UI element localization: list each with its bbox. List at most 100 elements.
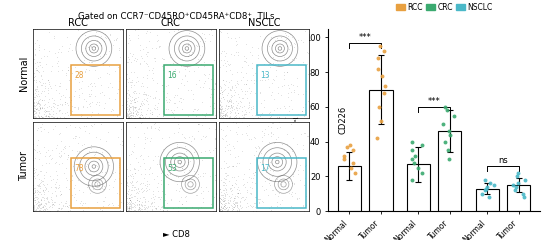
Point [379,49,388,53]
Point [131,194,139,198]
Point [65,108,74,112]
Point [194,107,203,111]
Point [222,172,231,175]
Point [229,54,238,57]
Point [71,192,79,196]
Point [134,207,143,211]
Point [270,108,279,112]
Point [216,103,225,107]
Point [175,145,183,149]
Point [155,162,164,166]
Point [136,43,145,47]
Point [190,150,198,154]
Point [240,108,249,112]
Point [375,105,384,109]
Point [139,188,148,192]
Point [246,78,255,82]
Point [52,61,61,65]
Point [221,104,230,108]
Point [31,52,40,55]
Point [31,61,40,65]
Point [255,198,263,201]
Point [251,145,260,149]
Point [268,174,277,178]
Point [275,191,284,195]
Point [125,114,133,118]
Point [152,89,161,93]
Point [60,145,69,149]
Point [408,157,417,161]
Point [299,92,307,96]
Point [29,114,38,118]
Point [137,113,145,116]
Point [193,193,202,197]
Point [98,186,106,190]
Point [67,66,76,70]
Point [269,27,278,31]
Point [55,84,63,87]
Point [179,97,187,101]
Point [105,202,114,206]
Point [188,186,197,190]
Point [41,116,50,120]
Point [86,114,95,118]
Point [54,206,63,210]
Point [157,205,166,209]
Point [230,202,239,206]
Point [217,51,226,55]
Point [219,204,228,208]
Point [209,209,218,213]
Point [196,85,204,89]
Point [165,98,174,102]
Point [280,55,289,59]
Point [172,158,181,162]
Point [47,96,56,100]
Point [43,54,52,58]
Point [40,84,49,88]
Point [92,149,101,153]
Point [30,114,39,118]
Point [150,96,159,100]
Point [169,95,178,99]
Point [217,114,226,118]
Point [489,183,498,187]
Point [233,187,242,191]
Point [273,194,282,198]
Point [226,98,235,102]
Point [30,174,39,177]
Point [161,96,170,99]
Point [236,78,245,82]
Point [126,162,134,166]
Point [230,196,239,200]
Point [44,200,53,204]
Point [70,195,79,199]
Point [75,93,84,96]
Point [218,89,227,93]
Point [225,99,234,103]
Point [219,206,228,210]
Point [133,160,142,164]
Point [170,131,179,134]
Point [53,186,62,190]
Point [109,171,117,174]
Point [139,115,148,119]
Point [197,150,206,154]
Point [73,178,82,182]
Bar [338,166,361,211]
Point [293,142,302,146]
Point [234,188,243,192]
Point [225,196,234,200]
Point [154,195,163,199]
Point [150,56,159,60]
Point [112,91,121,95]
Point [177,202,186,205]
Point [170,108,179,112]
Point [122,209,131,213]
Point [171,174,180,178]
Point [226,105,235,108]
Point [290,88,299,92]
Point [166,62,175,66]
Point [134,207,143,211]
Point [31,53,40,57]
Point [304,52,313,55]
